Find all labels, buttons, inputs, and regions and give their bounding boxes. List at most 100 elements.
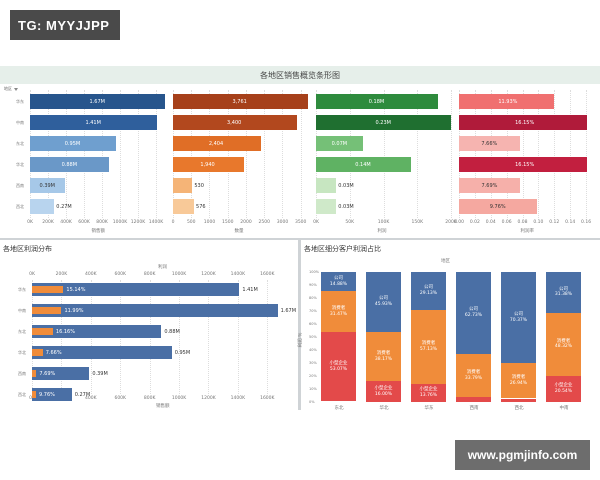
bar[interactable] bbox=[30, 199, 55, 214]
consumer-segment[interactable]: 消费者 38.17% bbox=[366, 331, 401, 382]
x-tick-label: 1500 bbox=[221, 220, 234, 225]
gridline bbox=[191, 90, 193, 218]
gridline bbox=[237, 280, 239, 394]
consumer-segment[interactable]: 消费者 48.32% bbox=[546, 312, 581, 376]
profit-bar[interactable] bbox=[32, 349, 43, 356]
small-biz-segment[interactable]: 小型企业 20.54% bbox=[546, 375, 581, 403]
gridline bbox=[522, 90, 524, 218]
bar[interactable] bbox=[459, 136, 520, 151]
company-segment[interactable]: 公司 45.93% bbox=[366, 272, 401, 332]
bar[interactable] bbox=[459, 157, 588, 172]
y-tick-label: 70% bbox=[309, 309, 317, 313]
profit-bar[interactable] bbox=[32, 307, 62, 314]
consumer-segment[interactable]: 消费者 33.79% bbox=[456, 353, 491, 398]
bar[interactable] bbox=[316, 157, 411, 172]
gridline bbox=[156, 90, 157, 218]
region-label[interactable]: 西南 bbox=[16, 183, 24, 188]
region-label[interactable]: 华北 bbox=[16, 162, 24, 167]
bar[interactable] bbox=[459, 178, 521, 193]
bar[interactable] bbox=[30, 136, 116, 151]
y-tick-label: 100% bbox=[309, 270, 320, 274]
bar[interactable] bbox=[173, 157, 244, 172]
bar[interactable] bbox=[173, 115, 298, 130]
x-tick-label: 3500 bbox=[294, 220, 307, 225]
consumer-segment[interactable]: 消费者 31.47% bbox=[321, 291, 356, 333]
small-biz-segment[interactable] bbox=[501, 398, 536, 402]
bar[interactable] bbox=[316, 136, 364, 151]
company-segment[interactable]: 公司 14.88% bbox=[321, 272, 356, 292]
small-biz-segment[interactable]: 小型企业 53.07% bbox=[321, 332, 356, 402]
bar[interactable] bbox=[316, 178, 337, 193]
bar[interactable] bbox=[30, 115, 157, 130]
gridline bbox=[138, 90, 139, 218]
bar[interactable] bbox=[459, 115, 588, 130]
bar[interactable] bbox=[173, 178, 193, 193]
consumer-segment[interactable]: 消费者 26.94% bbox=[501, 363, 536, 399]
x-axis-title: 销售额 bbox=[91, 229, 106, 234]
profit-bar[interactable] bbox=[32, 328, 53, 335]
region-label[interactable]: 西南 bbox=[18, 371, 26, 376]
data-label: 0.18M bbox=[368, 99, 385, 105]
gridline bbox=[417, 90, 419, 218]
top-tick-label: 0K bbox=[29, 272, 35, 277]
sales-bar[interactable] bbox=[32, 346, 172, 359]
profit-bar[interactable] bbox=[32, 286, 64, 293]
bar[interactable] bbox=[30, 94, 165, 109]
segment-label: 小型企业 bbox=[329, 361, 348, 367]
sales-bar[interactable] bbox=[32, 283, 240, 296]
company-segment[interactable]: 公司 31.38% bbox=[546, 272, 581, 313]
region-label[interactable]: 西北 bbox=[18, 392, 26, 397]
small-biz-segment[interactable] bbox=[456, 397, 491, 402]
region-label[interactable]: 华北 bbox=[18, 350, 26, 355]
profit-bar[interactable] bbox=[32, 391, 36, 398]
bar[interactable] bbox=[30, 178, 66, 193]
bar[interactable] bbox=[459, 94, 554, 109]
bottom-tick-label: 1200K bbox=[201, 396, 216, 401]
y-tick-label: 60% bbox=[309, 322, 317, 326]
sales-bar[interactable] bbox=[32, 367, 90, 380]
company-segment[interactable]: 公司 70.37% bbox=[501, 272, 536, 364]
bar[interactable] bbox=[316, 94, 438, 109]
small-biz-segment[interactable]: 小型企业 13.76% bbox=[411, 384, 446, 402]
x-tick-label: 0K bbox=[27, 220, 33, 225]
company-segment[interactable]: 公司 62.73% bbox=[456, 272, 491, 354]
filter-icon[interactable] bbox=[14, 87, 18, 91]
sales-bar[interactable] bbox=[32, 325, 162, 338]
bar[interactable] bbox=[459, 199, 537, 214]
sales-bar[interactable] bbox=[32, 388, 72, 401]
sales-bar[interactable] bbox=[32, 304, 278, 317]
company-segment[interactable]: 公司 29.13% bbox=[411, 272, 446, 310]
bottom-axis-title: 销售额 bbox=[156, 404, 170, 409]
y-tick-label: 90% bbox=[309, 283, 317, 287]
region-label[interactable]: 西北 bbox=[16, 204, 24, 209]
region-header[interactable]: 地区 bbox=[4, 86, 18, 92]
data-label: 9.76% bbox=[489, 204, 506, 210]
consumer-segment[interactable]: 消费者 57.13% bbox=[411, 309, 446, 385]
segment-label: 26.94% bbox=[509, 380, 528, 386]
bar[interactable] bbox=[173, 136, 261, 151]
segment-label: 公司 bbox=[514, 312, 523, 318]
profit-rate-label: 7.69% bbox=[39, 371, 56, 377]
bar[interactable] bbox=[173, 94, 308, 109]
bar[interactable] bbox=[30, 157, 110, 172]
small-biz-segment[interactable]: 小型企业 16.00% bbox=[366, 381, 401, 403]
profit-bar[interactable] bbox=[32, 370, 37, 377]
region-label[interactable]: 华东 bbox=[18, 287, 26, 292]
x-tick-label: 华东 bbox=[424, 406, 434, 411]
x-tick-label: 600K bbox=[78, 220, 90, 225]
x-axis-title: 利润率 bbox=[520, 229, 535, 234]
top-tick-label: 800K bbox=[143, 272, 156, 277]
region-label[interactable]: 中南 bbox=[18, 308, 26, 313]
data-label: 0.95M bbox=[64, 141, 81, 147]
bar[interactable] bbox=[316, 115, 451, 130]
region-label[interactable]: 中南 bbox=[16, 120, 24, 125]
data-label: 0.39M bbox=[39, 183, 55, 189]
profit-rate-label: 7.66% bbox=[45, 350, 62, 356]
bar[interactable] bbox=[316, 199, 337, 214]
segment-label: 13.76% bbox=[419, 393, 438, 399]
data-label: 0.03M bbox=[338, 183, 354, 189]
bar[interactable] bbox=[173, 199, 195, 214]
region-label[interactable]: 东北 bbox=[16, 141, 24, 146]
region-label[interactable]: 东北 bbox=[18, 329, 26, 334]
region-label[interactable]: 华东 bbox=[16, 99, 24, 104]
